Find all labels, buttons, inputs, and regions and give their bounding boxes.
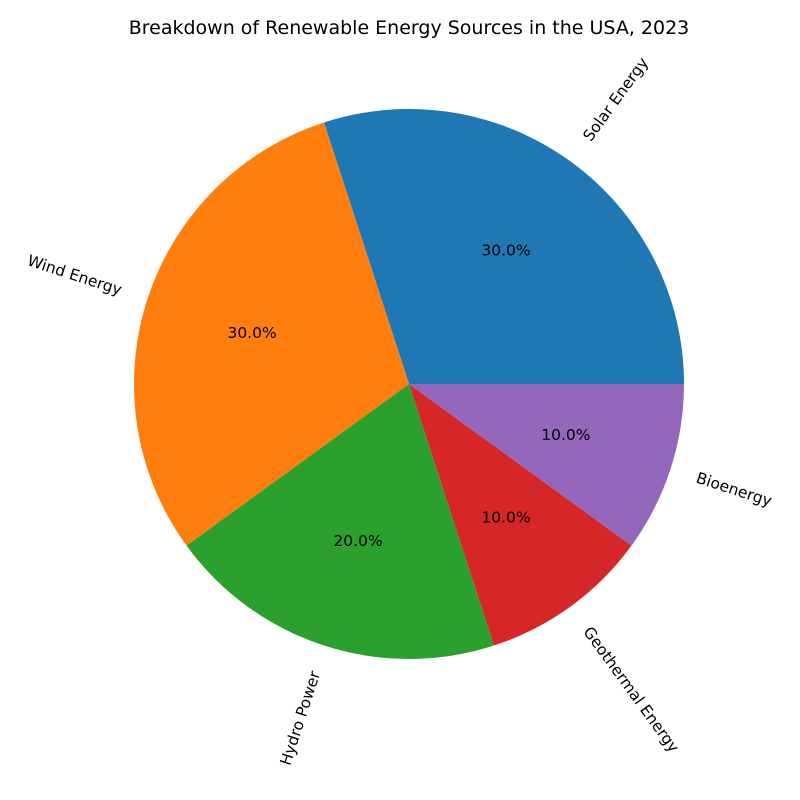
slice-wind-energy <box>134 122 410 546</box>
percent-label-wind-energy: 30.0% <box>227 324 276 342</box>
slice-bioenergy <box>409 384 684 546</box>
percent-label-hydro-power: 20.0% <box>333 532 382 550</box>
category-label-bioenergy: Bioenergy <box>694 469 774 510</box>
category-label-hydro-power: Hydro Power <box>277 668 325 767</box>
chart-title: Breakdown of Renewable Energy Sources in… <box>129 17 690 39</box>
percent-labels: 30.0% 30.0% 20.0% 10.0% 10.0% <box>227 242 590 550</box>
percent-label-geothermal-energy: 10.0% <box>481 508 530 526</box>
percent-label-bioenergy: 10.0% <box>541 426 590 444</box>
pie-slices <box>134 109 684 659</box>
category-label-wind-energy: Wind Energy <box>25 252 124 299</box>
slice-geothermal-energy <box>409 384 632 646</box>
percent-label-solar-energy: 30.0% <box>481 242 530 260</box>
slice-hydro-power <box>186 384 494 659</box>
slice-solar-energy <box>324 109 684 385</box>
category-label-solar-energy: Solar Energy <box>580 54 653 144</box>
category-label-geothermal-energy: Geothermal Energy <box>580 623 683 755</box>
